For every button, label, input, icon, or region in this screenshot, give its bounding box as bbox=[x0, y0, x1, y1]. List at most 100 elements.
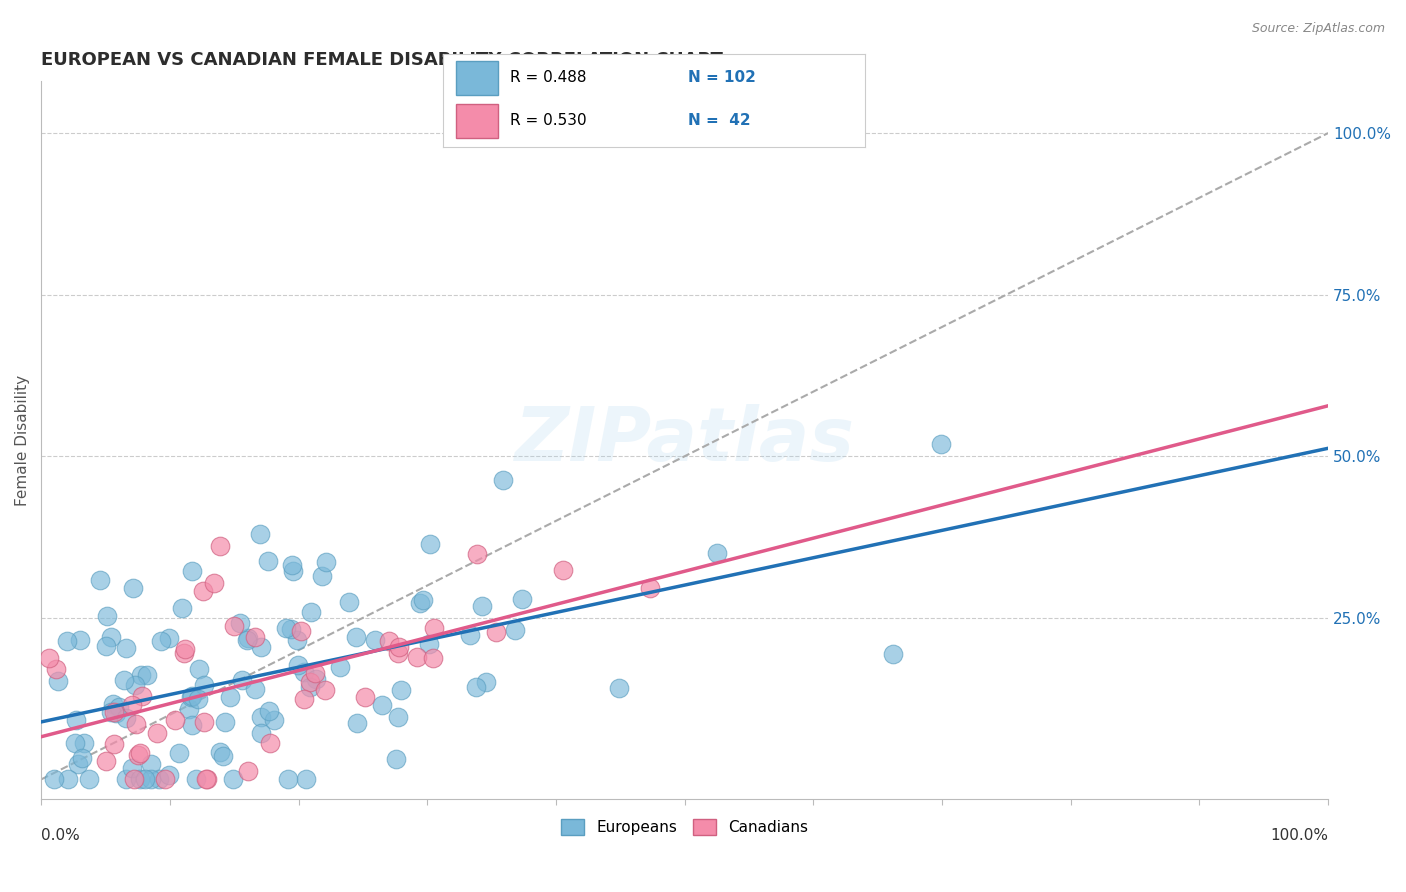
Point bbox=[180, 690, 202, 705]
Point bbox=[423, 621, 446, 635]
Point bbox=[214, 715, 236, 730]
Point bbox=[280, 622, 302, 636]
Text: R = 0.488: R = 0.488 bbox=[510, 70, 586, 86]
Point bbox=[238, 764, 260, 779]
Text: 0.0%: 0.0% bbox=[41, 828, 80, 843]
Bar bbox=[456, 104, 498, 138]
Point bbox=[101, 697, 124, 711]
Point bbox=[44, 772, 66, 787]
Text: Source: ZipAtlas.com: Source: ZipAtlas.com bbox=[1251, 22, 1385, 36]
Point bbox=[222, 772, 245, 787]
Point bbox=[38, 651, 60, 665]
Point bbox=[304, 666, 326, 681]
Point bbox=[89, 573, 111, 587]
Point bbox=[222, 619, 245, 633]
Point bbox=[474, 675, 496, 690]
Point bbox=[96, 609, 118, 624]
Point bbox=[173, 641, 195, 656]
Point bbox=[187, 691, 209, 706]
Point bbox=[94, 640, 117, 654]
Point bbox=[418, 637, 440, 651]
Point bbox=[77, 772, 100, 787]
Point bbox=[337, 595, 360, 609]
Point bbox=[121, 698, 143, 712]
Point bbox=[314, 683, 336, 698]
Point bbox=[96, 754, 118, 768]
Point bbox=[129, 746, 152, 760]
Point bbox=[243, 682, 266, 697]
Point bbox=[67, 756, 90, 771]
Point bbox=[706, 546, 728, 560]
Point bbox=[364, 633, 387, 648]
Point bbox=[202, 575, 225, 590]
Point bbox=[179, 702, 201, 716]
Point bbox=[127, 748, 149, 763]
Point bbox=[167, 746, 190, 760]
Point bbox=[121, 761, 143, 775]
Point bbox=[465, 547, 488, 561]
Point bbox=[245, 630, 267, 644]
Point bbox=[384, 751, 406, 765]
Text: R = 0.530: R = 0.530 bbox=[510, 113, 586, 128]
Point bbox=[607, 681, 630, 695]
Point bbox=[280, 558, 302, 572]
Point bbox=[299, 605, 322, 619]
Point bbox=[180, 718, 202, 732]
Text: ZIPatlas: ZIPatlas bbox=[515, 403, 855, 476]
Point bbox=[485, 625, 508, 640]
Point bbox=[257, 554, 280, 568]
Point bbox=[292, 665, 315, 679]
Point bbox=[46, 673, 69, 688]
Point bbox=[100, 630, 122, 644]
Point bbox=[346, 716, 368, 731]
Point bbox=[153, 772, 176, 787]
Point bbox=[115, 772, 138, 787]
Point bbox=[371, 698, 394, 713]
Point bbox=[157, 768, 180, 782]
Point bbox=[277, 772, 299, 787]
Point bbox=[250, 725, 273, 739]
Point bbox=[209, 745, 232, 759]
Point bbox=[387, 710, 409, 724]
Text: N =  42: N = 42 bbox=[688, 113, 751, 128]
Point bbox=[249, 527, 271, 541]
Point bbox=[211, 749, 233, 764]
Point bbox=[191, 583, 214, 598]
Point bbox=[136, 667, 159, 681]
Point bbox=[250, 640, 273, 654]
Point bbox=[250, 710, 273, 724]
Point bbox=[107, 700, 129, 714]
Point bbox=[124, 678, 146, 692]
Point bbox=[292, 691, 315, 706]
Point bbox=[163, 713, 186, 727]
Point bbox=[121, 581, 143, 595]
Point bbox=[124, 717, 146, 731]
Point bbox=[344, 630, 367, 644]
Text: EUROPEAN VS CANADIAN FEMALE DISABILITY CORRELATION CHART: EUROPEAN VS CANADIAN FEMALE DISABILITY C… bbox=[41, 51, 723, 69]
Point bbox=[114, 711, 136, 725]
Point bbox=[409, 596, 432, 610]
Point bbox=[65, 713, 87, 727]
Text: 100.0%: 100.0% bbox=[1270, 828, 1329, 843]
Point bbox=[551, 563, 574, 577]
Point bbox=[354, 690, 377, 704]
Point bbox=[287, 658, 309, 673]
Point bbox=[139, 772, 162, 787]
Point bbox=[187, 662, 209, 676]
Point bbox=[139, 757, 162, 772]
Point bbox=[131, 689, 153, 703]
Point bbox=[287, 633, 309, 648]
Point bbox=[929, 437, 952, 451]
Legend: Europeans, Canadians: Europeans, Canadians bbox=[555, 814, 814, 841]
Point bbox=[377, 634, 399, 648]
Point bbox=[492, 473, 515, 487]
Point bbox=[458, 627, 481, 641]
Point bbox=[181, 564, 204, 578]
Point bbox=[146, 725, 169, 739]
Point bbox=[194, 772, 217, 787]
Point bbox=[172, 600, 194, 615]
Point bbox=[129, 667, 152, 681]
Point bbox=[150, 633, 173, 648]
Point bbox=[124, 772, 146, 787]
Point bbox=[257, 704, 280, 718]
